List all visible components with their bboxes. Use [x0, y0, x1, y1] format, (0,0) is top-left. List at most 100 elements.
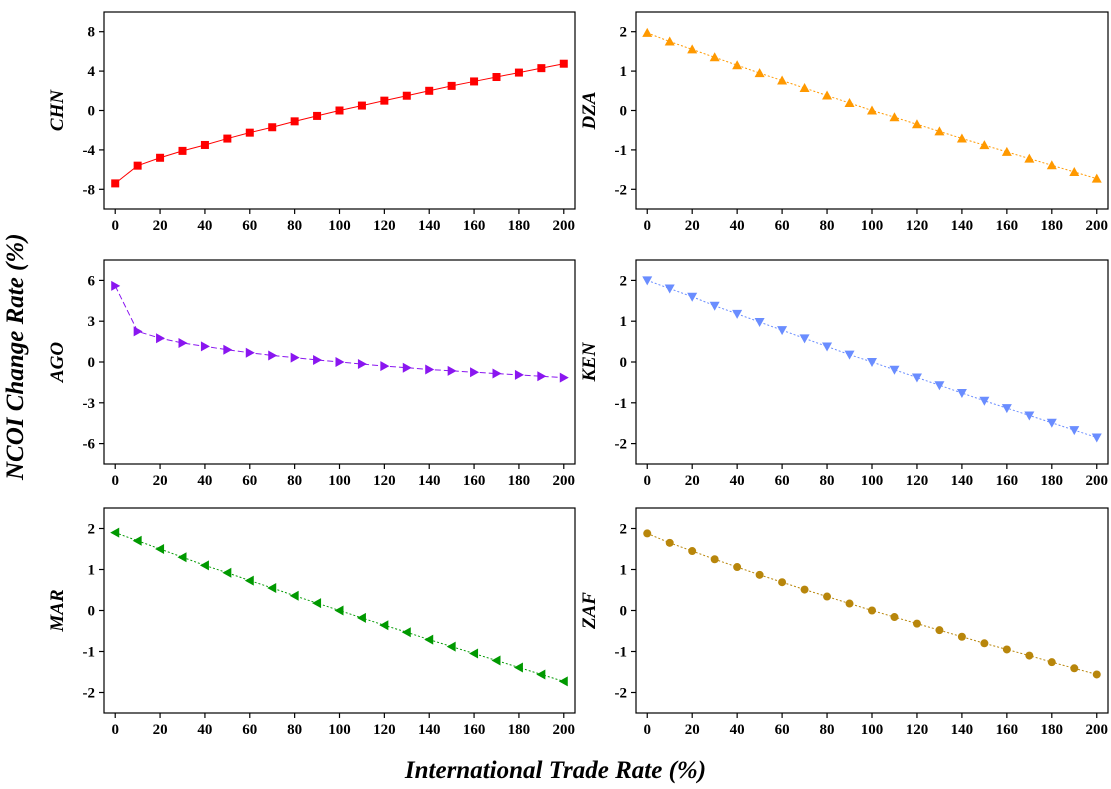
data-point	[688, 547, 697, 556]
data-point	[446, 641, 456, 652]
panel-y-label: KEN	[579, 341, 600, 382]
x-tick-label: 120	[373, 473, 396, 489]
panel-dza: 0 20 40 60 80 100 120 140 160 180 200 -2 -1 0 1 2 DZA	[579, 11, 1109, 234]
x-tick-label: 120	[906, 473, 929, 489]
data-point	[665, 538, 674, 547]
global-x-axis-label: International Trade Rate (%)	[404, 757, 707, 784]
x-tick-label: 100	[861, 218, 884, 234]
data-point	[470, 367, 480, 378]
y-tick-label: 3	[88, 314, 96, 330]
data-point	[513, 662, 523, 673]
data-point	[200, 341, 210, 352]
data-point	[799, 334, 810, 344]
x-tick-label: 180	[508, 722, 531, 738]
data-point	[800, 585, 809, 594]
x-tick-label: 40	[730, 218, 745, 234]
x-tick-label: 180	[508, 218, 531, 234]
y-tick-label: 0	[620, 604, 628, 620]
x-tick-label: 100	[861, 473, 884, 489]
data-point	[178, 337, 188, 348]
data-point	[1091, 433, 1102, 443]
y-tick-label: -2	[615, 182, 628, 198]
data-point	[425, 364, 435, 375]
data-point	[799, 83, 810, 93]
data-point	[1069, 426, 1080, 436]
data-point	[335, 106, 344, 115]
data-point	[777, 326, 788, 336]
data-point	[845, 599, 854, 608]
x-tick-label: 20	[153, 473, 168, 489]
panel-ago: 0 20 40 60 80 100 120 140 160 180 200 -6 -3 0 3 6 AGO	[47, 259, 576, 489]
data-point	[222, 567, 232, 578]
data-point	[889, 365, 900, 375]
data-point	[844, 98, 855, 108]
data-point	[132, 535, 142, 546]
x-tick-label: 100	[861, 722, 884, 738]
data-point	[357, 359, 367, 370]
panel-y-label: MAR	[47, 589, 68, 632]
x-tick-label: 0	[111, 218, 119, 234]
data-point	[447, 81, 456, 90]
data-point	[889, 112, 900, 122]
x-tick-label: 60	[775, 722, 790, 738]
data-point	[890, 613, 899, 622]
data-point	[425, 86, 434, 95]
x-tick-label: 100	[328, 473, 351, 489]
data-point	[733, 563, 742, 572]
y-tick-label: -1	[615, 396, 628, 412]
x-tick-label: 140	[418, 722, 441, 738]
y-tick-label: 6	[88, 273, 96, 289]
x-tick-label: 40	[730, 473, 745, 489]
data-point	[313, 111, 322, 120]
data-point	[867, 105, 877, 115]
x-tick-label: 140	[418, 218, 441, 234]
data-point	[1025, 651, 1034, 660]
panel-zaf: 0 20 40 60 80 100 120 140 160 180 200 -2 -1 0 1 2 ZAF	[579, 507, 1109, 738]
data-point	[380, 361, 390, 372]
x-tick-label: 180	[1041, 473, 1064, 489]
data-point	[402, 362, 412, 373]
data-point	[911, 119, 922, 129]
data-point	[777, 75, 788, 85]
x-tick-label: 140	[951, 218, 974, 234]
data-point	[868, 606, 876, 615]
x-tick-label: 0	[643, 218, 651, 234]
x-tick-label: 120	[906, 218, 929, 234]
data-point	[1070, 664, 1079, 673]
x-tick-label: 140	[951, 473, 974, 489]
data-point	[357, 101, 366, 110]
x-tick-label: 80	[287, 218, 302, 234]
data-point	[178, 146, 187, 155]
x-tick-label: 160	[996, 218, 1019, 234]
panel-y-label: AGO	[47, 342, 68, 383]
data-point	[754, 68, 765, 78]
data-point	[177, 552, 187, 563]
data-point	[1092, 670, 1101, 679]
x-tick-label: 20	[685, 473, 700, 489]
panel-y-label: DZA	[579, 92, 600, 131]
y-tick-label: -4	[83, 143, 96, 159]
data-point	[1024, 153, 1035, 163]
x-tick-label: 200	[1086, 722, 1109, 738]
x-tick-label: 40	[197, 218, 212, 234]
y-tick-label: -1	[615, 143, 628, 159]
x-tick-label: 160	[463, 473, 486, 489]
x-tick-label: 0	[643, 722, 651, 738]
y-tick-label: -3	[83, 396, 96, 412]
x-tick-label: 140	[418, 473, 441, 489]
y-tick-label: -1	[615, 645, 628, 661]
data-point	[290, 352, 300, 363]
y-tick-label: 1	[620, 64, 628, 80]
data-point	[1002, 645, 1011, 654]
data-point	[200, 140, 209, 149]
y-tick-label: 0	[620, 355, 628, 371]
data-point	[911, 373, 922, 383]
x-tick-label: 60	[775, 218, 790, 234]
x-tick-label: 120	[373, 218, 396, 234]
data-point	[979, 140, 990, 150]
data-point	[244, 575, 254, 586]
data-point	[245, 347, 255, 358]
x-tick-label: 120	[906, 722, 929, 738]
x-tick-label: 60	[775, 473, 790, 489]
x-tick-label: 80	[820, 722, 835, 738]
